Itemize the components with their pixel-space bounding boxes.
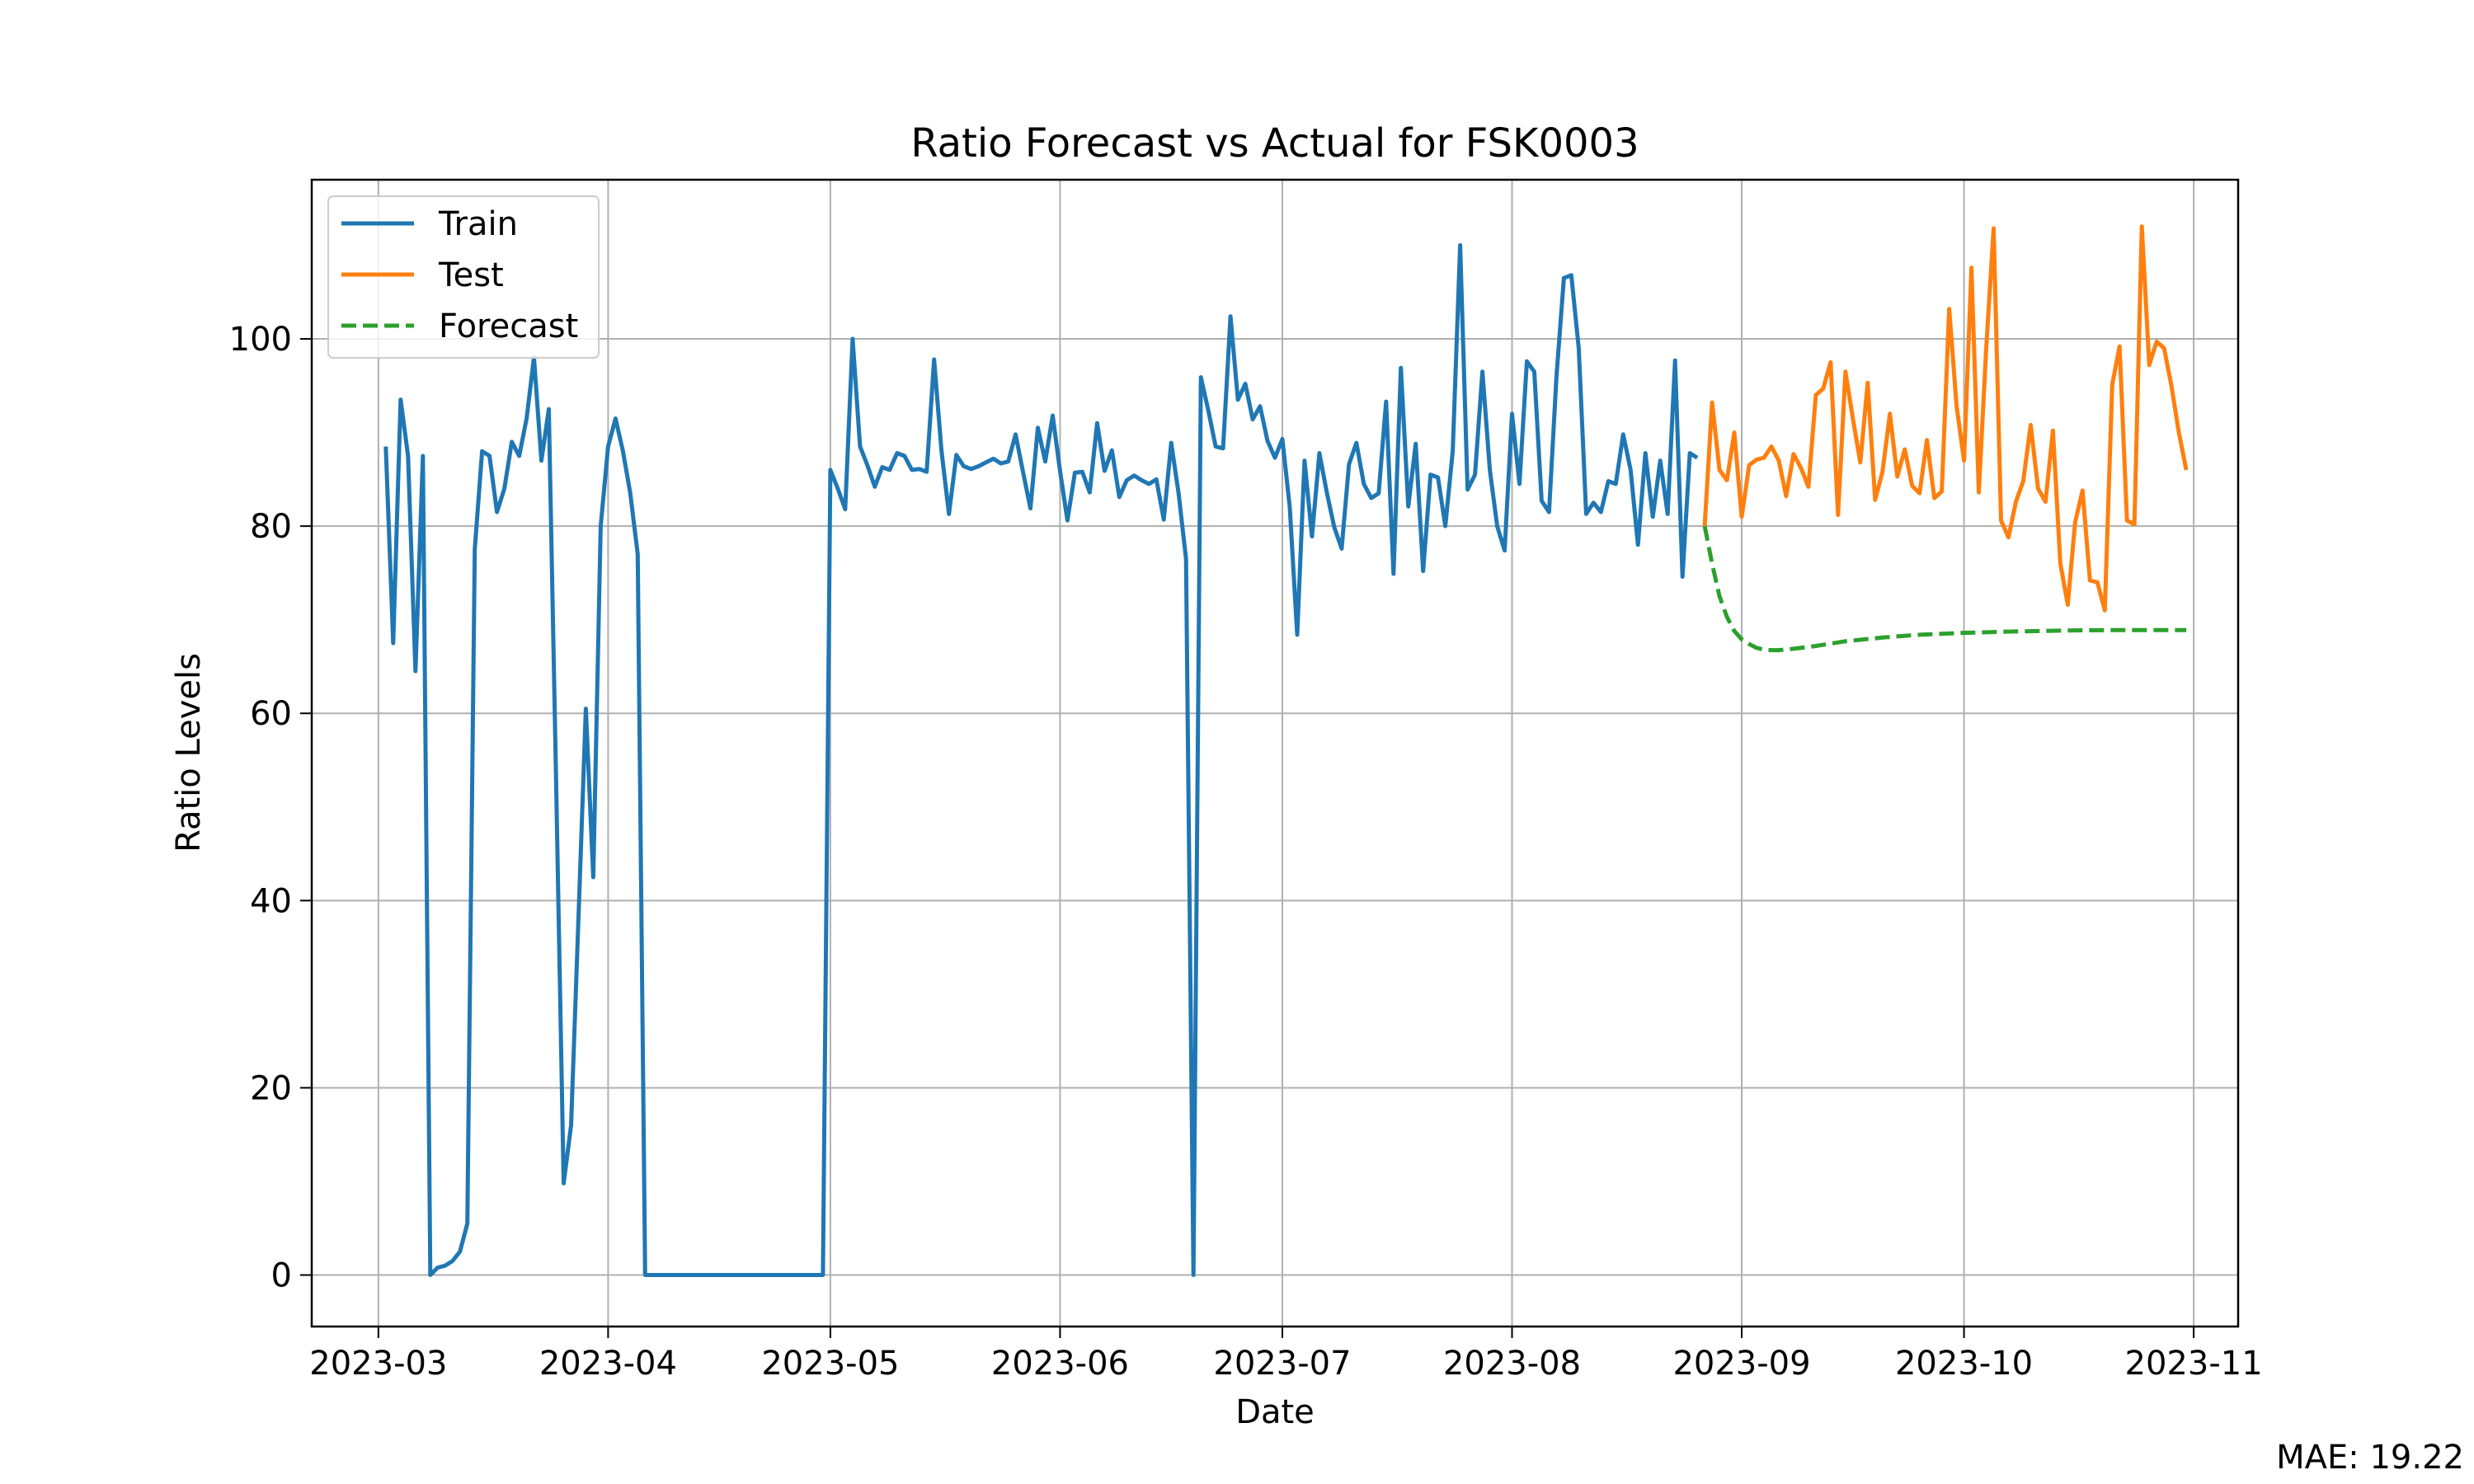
x-tick-label: 2023-06	[991, 1345, 1129, 1383]
x-tick-label: 2023-07	[1213, 1345, 1351, 1383]
legend-label-forecast: Forecast	[439, 308, 578, 345]
mae-annotation: MAE: 19.22	[2276, 1439, 2464, 1477]
x-tick-label: 2023-05	[761, 1345, 899, 1383]
grid-lines	[312, 180, 2238, 1327]
legend-label-test: Test	[438, 256, 504, 294]
series-line-test	[1702, 224, 2189, 613]
legend-label-train: Train	[438, 205, 518, 243]
y-tick-label: 40	[250, 882, 292, 920]
x-axis-label: Date	[1235, 1393, 1315, 1431]
x-tick-label: 2023-11	[2125, 1345, 2263, 1383]
chart-title: Ratio Forecast vs Actual for FSK0003	[910, 120, 1639, 167]
y-axis-label: Ratio Levels	[170, 653, 208, 852]
y-tick-label: 20	[250, 1069, 292, 1107]
x-tick-label: 2023-04	[539, 1345, 677, 1383]
x-tick-label: 2023-03	[309, 1345, 447, 1383]
legend-box	[327, 195, 600, 359]
y-tick-label: 80	[250, 508, 292, 546]
plot-frame	[310, 178, 2240, 1328]
y-tick-label: 0	[271, 1257, 292, 1295]
x-tick-label: 2023-10	[1895, 1345, 2033, 1383]
x-axis-ticks: 2023-03 2023-04 2023-05 2023-06 2023-07 2023-…	[309, 1327, 2263, 1383]
series-line-forecast	[1702, 525, 2187, 653]
series-line-train	[383, 243, 1699, 1277]
y-tick-label: 100	[229, 321, 292, 359]
x-tick-label: 2023-09	[1672, 1345, 1810, 1383]
series-group	[383, 224, 2189, 1277]
y-tick-label: 60	[250, 695, 292, 733]
x-tick-label: 2023-08	[1443, 1345, 1581, 1383]
y-axis-ticks: 0 20 40 60 80 100	[229, 321, 312, 1295]
legend: Train Test Forecast	[327, 195, 600, 359]
